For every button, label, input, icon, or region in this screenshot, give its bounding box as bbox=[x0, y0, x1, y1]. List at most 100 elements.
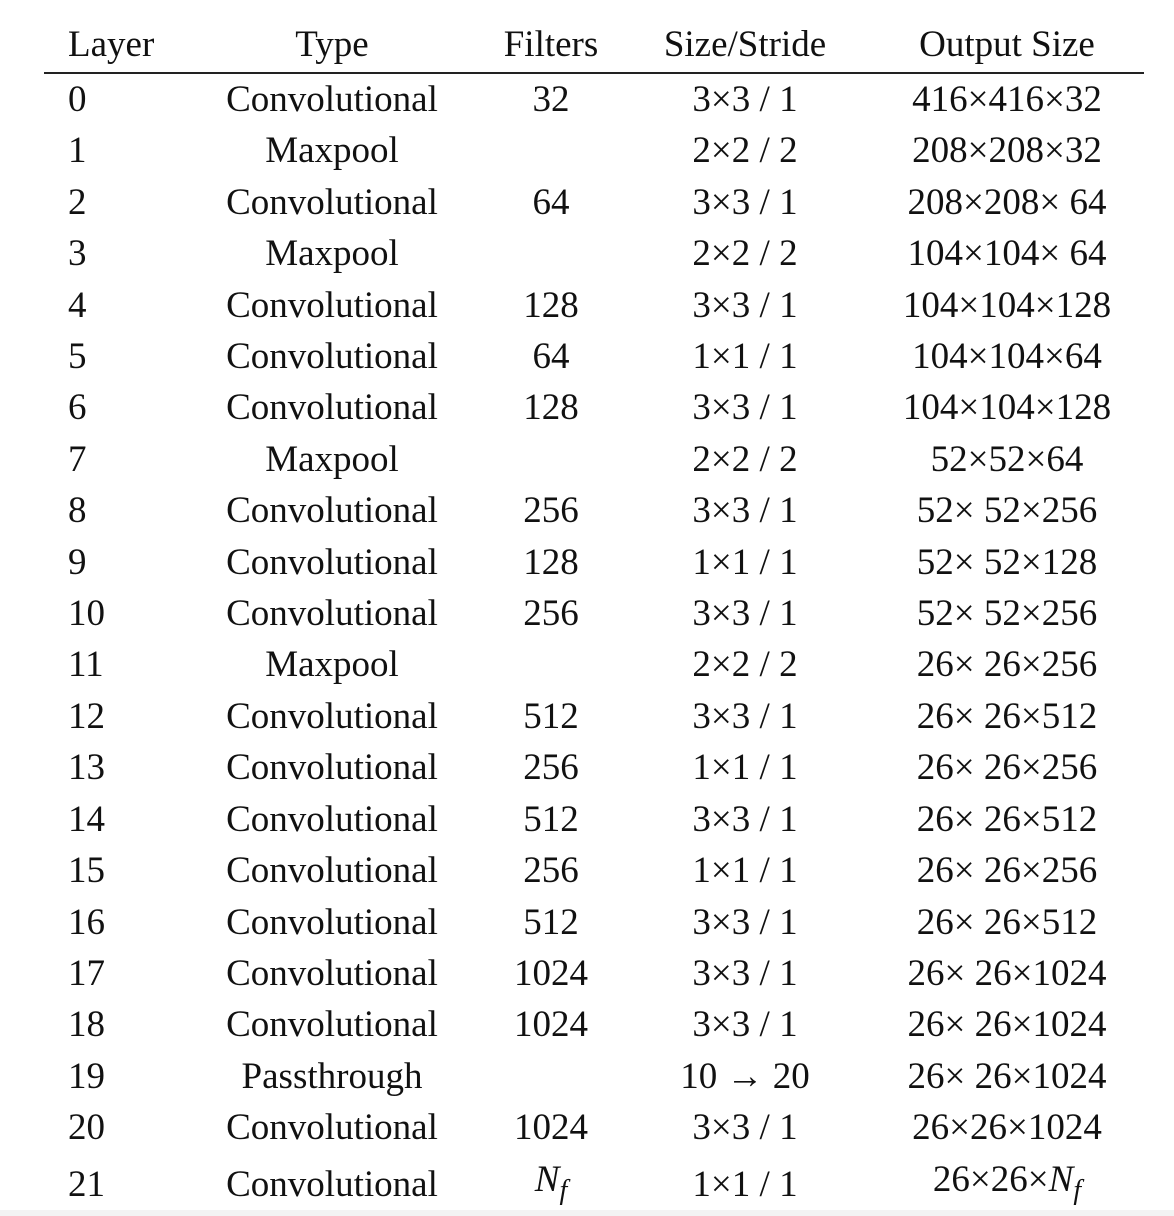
cell-size-stride: 3×3 / 1 bbox=[692, 901, 798, 943]
cell-filters bbox=[482, 228, 620, 279]
cell-filters: 128 bbox=[523, 284, 579, 326]
cell-filters bbox=[482, 125, 620, 176]
cell-type: Convolutional bbox=[226, 695, 438, 737]
cell-size-stride: 3×3 / 1 bbox=[692, 490, 798, 532]
header-row: Layer Type Filters Size/Stride Output Si… bbox=[44, 18, 1144, 74]
bottom-edge bbox=[0, 1210, 1174, 1216]
cell-filters: 256 bbox=[523, 747, 579, 789]
cell-size-stride: 2×2 / 2 bbox=[692, 233, 798, 275]
cell-filters: 256 bbox=[523, 490, 579, 532]
cell-layer: 11 bbox=[68, 644, 104, 686]
cell-type: Passthrough bbox=[241, 1055, 423, 1097]
cell-size-stride: 2×2 / 2 bbox=[692, 438, 798, 480]
table-row: 8 Convolutional 256 3×3 / 1 52× 52×256 bbox=[44, 485, 1144, 536]
table-row: 16 Convolutional 512 3×3 / 1 26× 26×512 bbox=[44, 897, 1144, 948]
architecture-table-container: Layer Type Filters Size/Stride Output Si… bbox=[44, 18, 1144, 1216]
cell-size-stride: 3×3 / 1 bbox=[692, 181, 798, 223]
cell-filters bbox=[482, 639, 620, 690]
cell-output-size: 26× 26×1024 bbox=[907, 1055, 1107, 1097]
cell-filters: 1024 bbox=[514, 1004, 588, 1046]
cell-filters: 512 bbox=[523, 798, 579, 840]
cell-type: Convolutional bbox=[226, 541, 438, 583]
cell-layer: 10 bbox=[68, 593, 105, 635]
cell-output-size: 208×208×32 bbox=[912, 130, 1102, 172]
cell-filters: Nf bbox=[482, 1154, 620, 1216]
cell-output-size: 26×26×1024 bbox=[912, 1107, 1102, 1149]
table-row: 14 Convolutional 512 3×3 / 1 26× 26×512 bbox=[44, 794, 1144, 845]
cell-type: Convolutional bbox=[226, 336, 438, 378]
cell-type: Convolutional bbox=[226, 490, 438, 532]
cell-output-size: 208×208× 64 bbox=[907, 181, 1107, 223]
cell-size-stride: 1×1 / 1 bbox=[692, 336, 798, 378]
cell-type: Convolutional bbox=[226, 181, 438, 223]
header-type: Type bbox=[182, 18, 482, 74]
cell-size-stride: 3×3 / 1 bbox=[692, 695, 798, 737]
cell-type: Maxpool bbox=[265, 644, 399, 686]
cell-filters: 256 bbox=[523, 850, 579, 892]
table-row: 19 Passthrough 10 → 20 26× 26×1024 bbox=[44, 1051, 1144, 1102]
header-layer: Layer bbox=[44, 18, 182, 74]
cell-filters: 64 bbox=[532, 181, 570, 223]
table-row: 4 Convolutional 128 3×3 / 1 104×104×128 bbox=[44, 280, 1144, 331]
header-output-size: Output Size bbox=[870, 18, 1144, 74]
cell-type: Convolutional bbox=[226, 747, 438, 789]
cell-layer: 17 bbox=[68, 952, 105, 994]
cell-size-stride: 1×1 / 1 bbox=[692, 541, 798, 583]
output-subscript: f bbox=[1073, 1174, 1082, 1206]
cell-type: Convolutional bbox=[226, 1107, 438, 1149]
cell-type: Convolutional bbox=[226, 1004, 438, 1046]
cell-type: Convolutional bbox=[226, 593, 438, 635]
table-row: 13 Convolutional 256 1×1 / 1 26× 26×256 bbox=[44, 742, 1144, 793]
cell-layer: 1 bbox=[68, 130, 87, 172]
cell-layer: 16 bbox=[68, 901, 105, 943]
cell-output-size: 52× 52×256 bbox=[916, 593, 1098, 635]
cell-layer: 4 bbox=[68, 284, 87, 326]
cell-size-stride: 1×1 / 1 bbox=[692, 1164, 798, 1206]
cell-type: Maxpool bbox=[265, 438, 399, 480]
table-row: 6 Convolutional 128 3×3 / 1 104×104×128 bbox=[44, 382, 1144, 433]
cell-output-size: 104×104×128 bbox=[902, 387, 1112, 429]
table-row: 11 Maxpool 2×2 / 2 26× 26×256 bbox=[44, 639, 1144, 690]
header-filters: Filters bbox=[482, 18, 620, 74]
cell-filters: 512 bbox=[523, 695, 579, 737]
cell-filters: 64 bbox=[532, 336, 570, 378]
filters-symbol: N bbox=[534, 1158, 560, 1200]
table-row: 1 Maxpool 2×2 / 2 208×208×32 bbox=[44, 125, 1144, 176]
cell-type: Convolutional bbox=[226, 952, 438, 994]
cell-size-stride: 2×2 / 2 bbox=[692, 130, 798, 172]
cell-output-size: 416×416×32 bbox=[912, 79, 1102, 120]
cell-layer: 7 bbox=[68, 438, 87, 480]
cell-layer: 3 bbox=[68, 233, 87, 275]
table-row: 12 Convolutional 512 3×3 / 1 26× 26×512 bbox=[44, 691, 1144, 742]
table-row: 15 Convolutional 256 1×1 / 1 26× 26×256 bbox=[44, 845, 1144, 896]
table-row: 0 Convolutional 32 3×3 / 1 416×416×32 bbox=[44, 73, 1144, 125]
cell-layer: 8 bbox=[68, 490, 87, 532]
cell-size-stride: 3×3 / 1 bbox=[692, 79, 798, 120]
cell-type: Convolutional bbox=[226, 79, 438, 120]
cell-type: Convolutional bbox=[226, 798, 438, 840]
cell-size-stride: 1×1 / 1 bbox=[692, 850, 798, 892]
cell-layer: 5 bbox=[68, 336, 87, 378]
cell-type: Convolutional bbox=[226, 284, 438, 326]
cell-output-size: 26× 26×256 bbox=[916, 747, 1098, 789]
cell-output-size: 26× 26×256 bbox=[916, 850, 1098, 892]
cell-filters: 256 bbox=[523, 593, 579, 635]
cell-layer: 14 bbox=[68, 798, 105, 840]
table-row: 5 Convolutional 64 1×1 / 1 104×104×64 bbox=[44, 331, 1144, 382]
header-size-stride: Size/Stride bbox=[620, 18, 870, 74]
cell-type: Convolutional bbox=[226, 901, 438, 943]
cell-layer: 2 bbox=[68, 181, 87, 223]
cell-output-size: 104×104×64 bbox=[912, 336, 1102, 378]
cell-output-size: 52×52×64 bbox=[930, 438, 1084, 480]
table-row: 20 Convolutional 1024 3×3 / 1 26×26×1024 bbox=[44, 1102, 1144, 1153]
table-row: 7 Maxpool 2×2 / 2 52×52×64 bbox=[44, 434, 1144, 485]
cell-layer: 15 bbox=[68, 850, 105, 892]
cell-size-stride: 3×3 / 1 bbox=[692, 387, 798, 429]
cell-output-size: 104×104× 64 bbox=[907, 233, 1107, 275]
cell-layer: 0 bbox=[68, 79, 87, 120]
cell-size-stride: 3×3 / 1 bbox=[692, 1107, 798, 1149]
table-row: 18 Convolutional 1024 3×3 / 1 26× 26×1024 bbox=[44, 999, 1144, 1050]
cell-size-stride: 2×2 / 2 bbox=[692, 644, 798, 686]
output-prefix: 26×26× bbox=[932, 1158, 1049, 1200]
cell-layer: 6 bbox=[68, 387, 87, 429]
